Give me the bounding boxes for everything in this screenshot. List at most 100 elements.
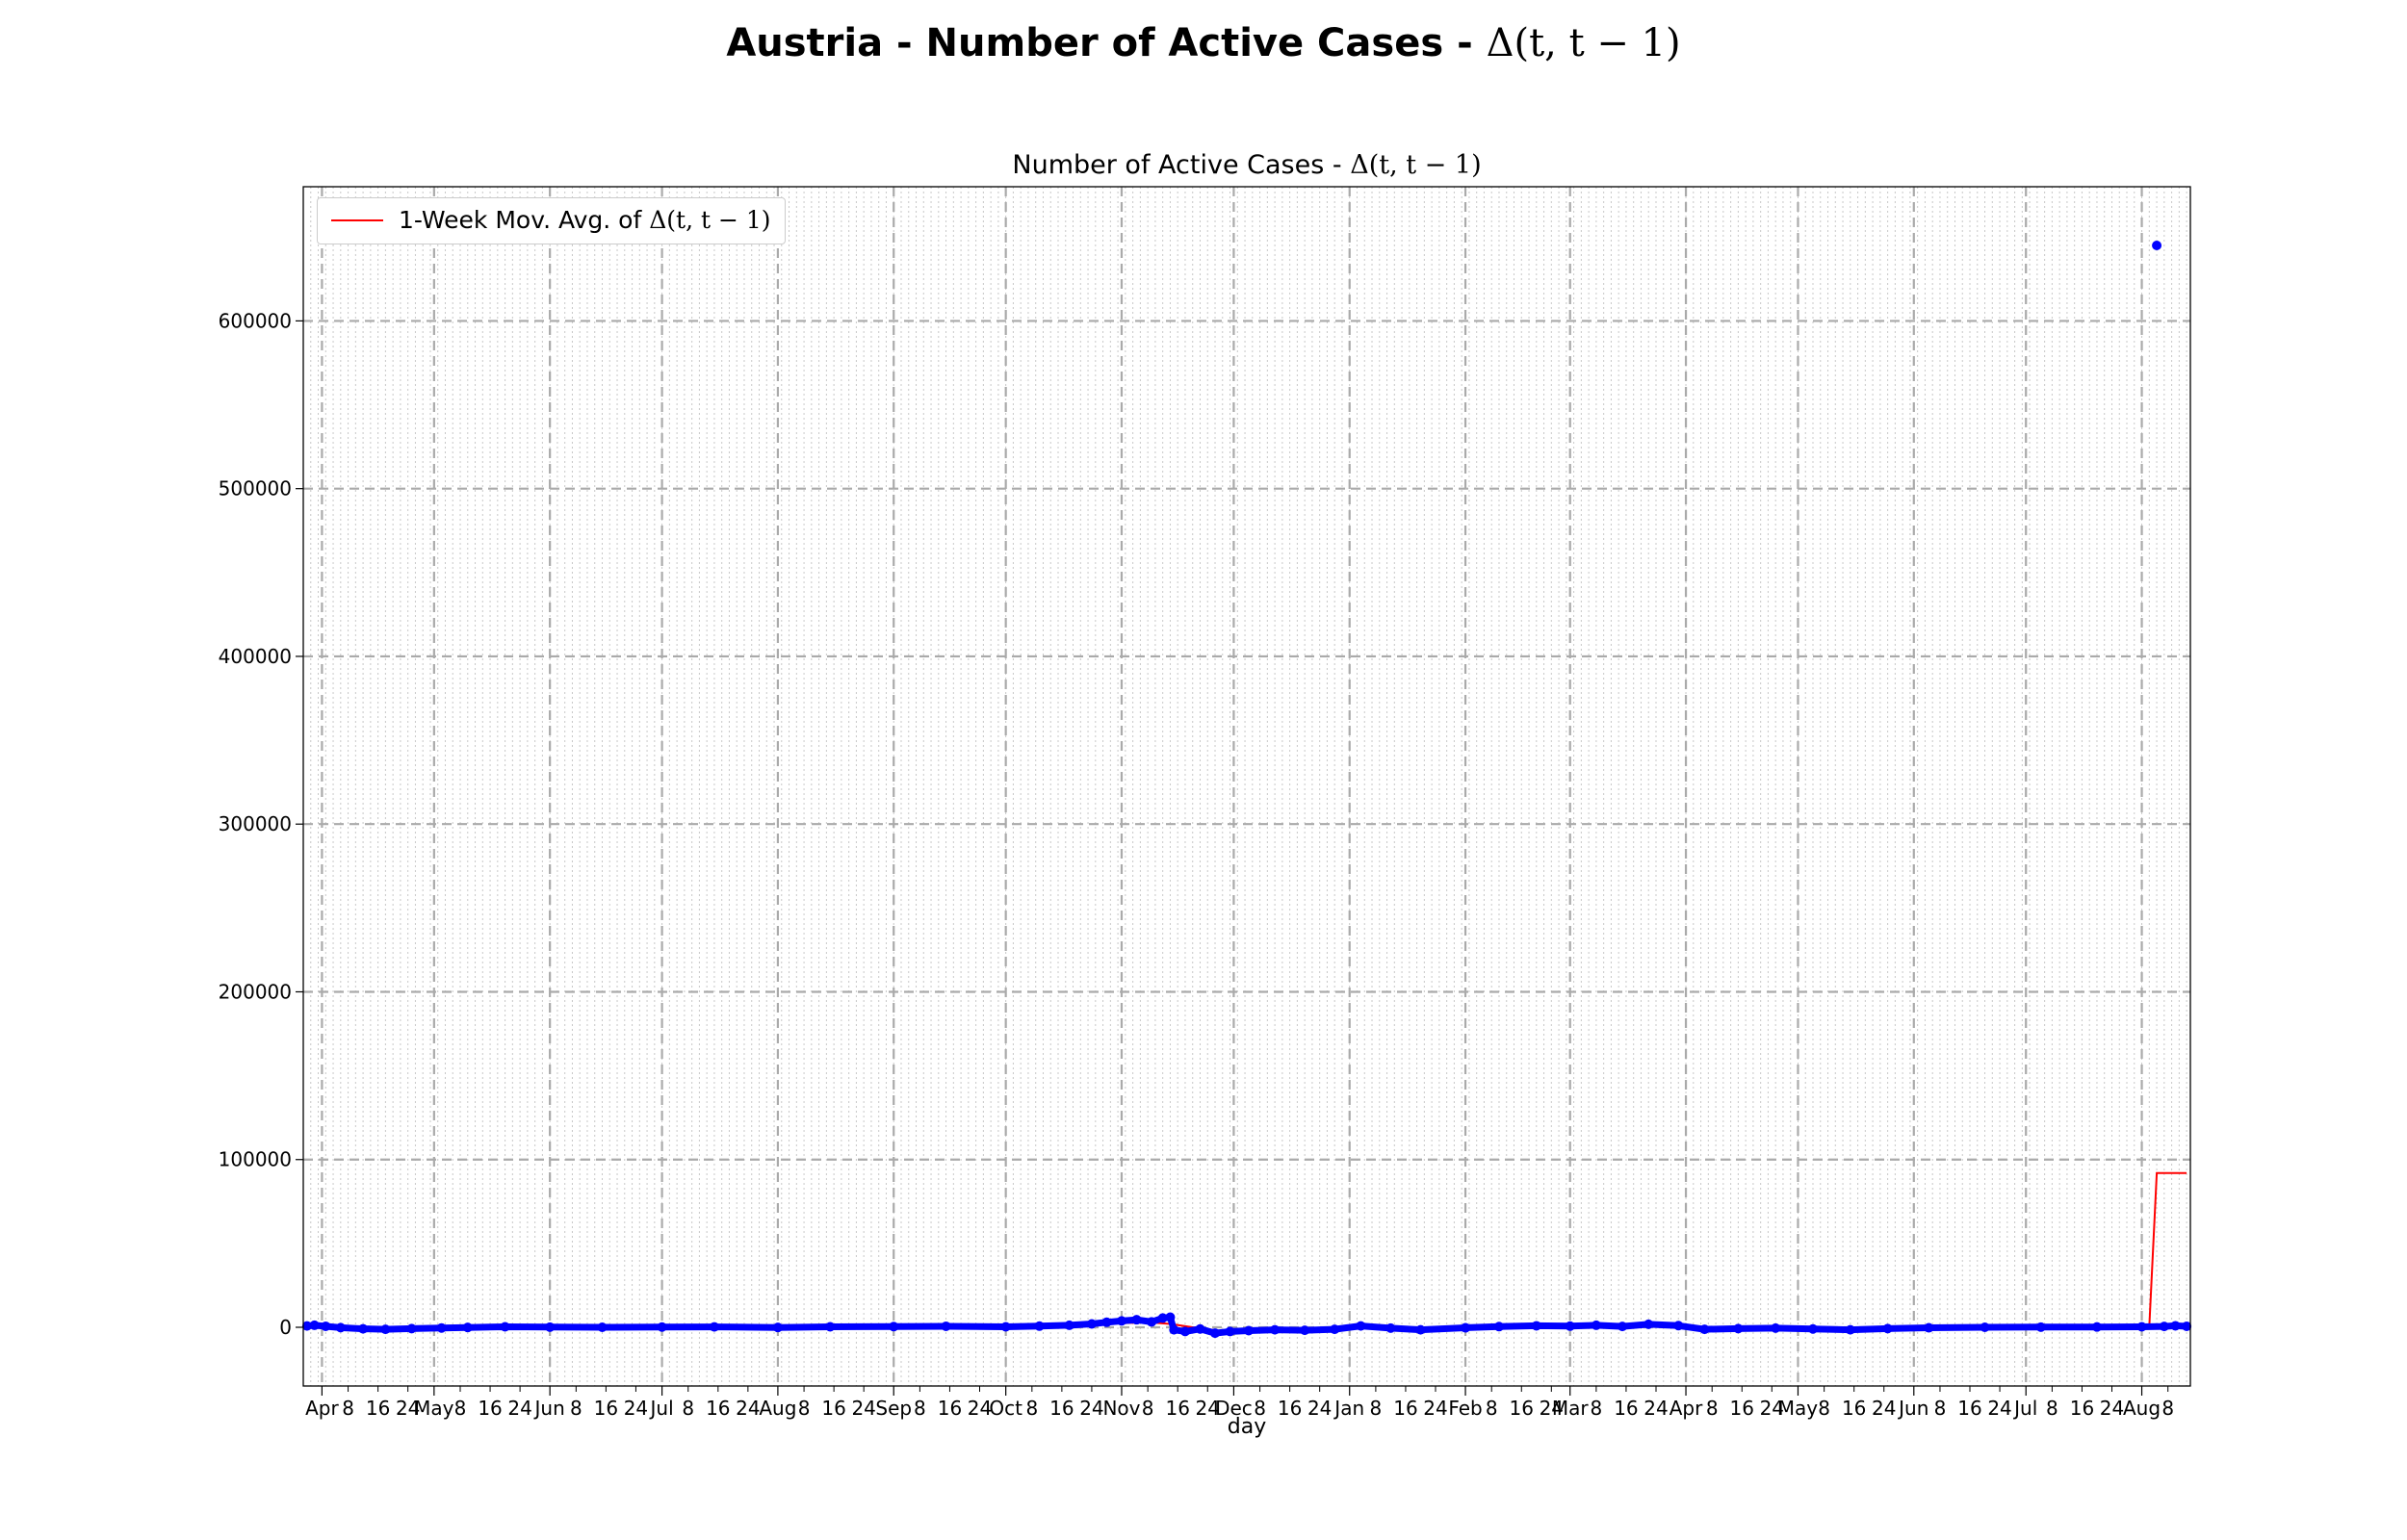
x-tick-label: 8: [1142, 1397, 1154, 1420]
data-point: [941, 1321, 951, 1331]
x-tick-label: 16: [366, 1397, 390, 1420]
x-tick-label: 24: [1307, 1397, 1332, 1420]
data-point: [309, 1320, 320, 1330]
x-tick-label: 8: [2046, 1397, 2058, 1420]
x-tick-label: 24: [1872, 1397, 1896, 1420]
y-tick-label: 100000: [219, 1148, 292, 1171]
y-axis-ticks: 0 100000 200000 300000 400000 500000 600000: [219, 309, 303, 1339]
x-tick-label: 16: [706, 1397, 730, 1420]
data-point: [1165, 1312, 1176, 1322]
x-tick-label: 24: [624, 1397, 648, 1420]
x-tick-label: 16: [1957, 1397, 1981, 1420]
x-tick-label: 8: [1591, 1397, 1603, 1420]
data-point: [1034, 1321, 1045, 1331]
x-tick-label: 16: [1730, 1397, 1754, 1420]
data-point: [2136, 1322, 2147, 1332]
x-tick-label: 16: [1510, 1397, 1534, 1420]
data-point: [1699, 1324, 1710, 1335]
x-tick-label: 16: [2070, 1397, 2094, 1420]
data-point: [1000, 1322, 1011, 1332]
legend-swatch-red-line: [331, 218, 383, 221]
data-point: [406, 1323, 417, 1334]
x-tick-label: Apr: [1669, 1397, 1703, 1420]
data-point: [1493, 1322, 1504, 1332]
x-tick-label: Sep: [875, 1397, 912, 1420]
x-tick-label: 24: [851, 1397, 875, 1420]
axes-title-math: Δ(t, t − 1): [1350, 150, 1482, 180]
data-point: [1210, 1328, 1221, 1339]
data-point: [1064, 1320, 1074, 1330]
data-point: [1179, 1326, 1190, 1337]
data-point: [1618, 1322, 1628, 1332]
x-tick-label: 16: [1393, 1397, 1417, 1420]
x-tick-label: 8: [1254, 1397, 1266, 1420]
data-point: [1243, 1325, 1254, 1336]
data-point: [1845, 1324, 1855, 1335]
x-tick-label: Nov: [1102, 1397, 1140, 1420]
x-tick-label: Jun: [533, 1397, 565, 1420]
data-point: [1116, 1316, 1126, 1326]
x-tick-label: 16: [1165, 1397, 1189, 1420]
figure-title: Austria - Number of Active Cases - Δ(t, …: [0, 21, 2407, 65]
legend: 1-Week Mov. Avg. of Δ(t, t − 1): [317, 197, 786, 244]
x-tick-label: 8: [914, 1397, 926, 1420]
x-tick-label: 16: [1278, 1397, 1302, 1420]
major-grid: [303, 187, 2190, 1386]
data-point: [1225, 1326, 1235, 1337]
data-point: [436, 1322, 447, 1333]
data-point: [301, 1321, 312, 1331]
x-tick-label: 24: [1540, 1397, 1564, 1420]
data-point: [1195, 1323, 1205, 1334]
x-tick-label: 16: [938, 1397, 962, 1420]
data-point: [2035, 1322, 2046, 1332]
data-point: [2182, 1321, 2192, 1331]
x-tick-label: 8: [1706, 1397, 1719, 1420]
x-tick-label: 16: [1842, 1397, 1866, 1420]
data-point: [1270, 1324, 1281, 1335]
data-point: [545, 1322, 556, 1332]
daily-delta-series: [301, 240, 2192, 1339]
data-point: [2152, 240, 2162, 250]
data-point: [1147, 1317, 1157, 1327]
x-tick-label: 24: [1643, 1397, 1668, 1420]
data-point: [1385, 1322, 1396, 1333]
data-point: [1330, 1324, 1340, 1335]
data-point: [1673, 1321, 1684, 1331]
legend-label: 1-Week Mov. Avg. of Δ(t, t − 1): [399, 206, 771, 234]
data-point: [1101, 1317, 1112, 1327]
x-tick-label: May: [414, 1397, 454, 1420]
x-tick-label: Feb: [1448, 1397, 1482, 1420]
axes-title-text: Number of Active Cases -: [1012, 150, 1351, 180]
data-point: [1356, 1321, 1366, 1331]
x-tick-label: 8: [798, 1397, 811, 1420]
data-point: [1808, 1323, 1818, 1334]
y-tick-label: 0: [279, 1316, 292, 1339]
data-point: [1643, 1319, 1654, 1329]
x-tick-label: 24: [507, 1397, 531, 1420]
x-tick-label: 16: [1049, 1397, 1074, 1420]
y-tick-label: 300000: [219, 812, 292, 835]
data-point: [2159, 1322, 2169, 1332]
data-point: [597, 1322, 608, 1333]
data-point: [1591, 1320, 1601, 1330]
y-tick-label: 500000: [219, 477, 292, 500]
data-point: [380, 1324, 391, 1335]
data-point: [1086, 1319, 1097, 1329]
x-tick-label: Aug: [759, 1397, 796, 1420]
x-tick-label: 16: [1614, 1397, 1638, 1420]
data-point: [2170, 1321, 2181, 1331]
daily-delta-band: [306, 1314, 2187, 1337]
x-tick-label: 24: [1196, 1397, 1220, 1420]
data-point: [335, 1322, 346, 1333]
y-tick-label: 400000: [219, 645, 292, 668]
data-point: [358, 1323, 369, 1334]
data-point: [889, 1322, 899, 1332]
x-tick-label: 24: [968, 1397, 992, 1420]
data-point: [1924, 1322, 1934, 1333]
x-tick-label: Aug: [2123, 1397, 2161, 1420]
x-tick-label: Mar: [1552, 1397, 1590, 1420]
x-tick-label: 24: [1987, 1397, 2011, 1420]
x-tick-label: 24: [736, 1397, 760, 1420]
